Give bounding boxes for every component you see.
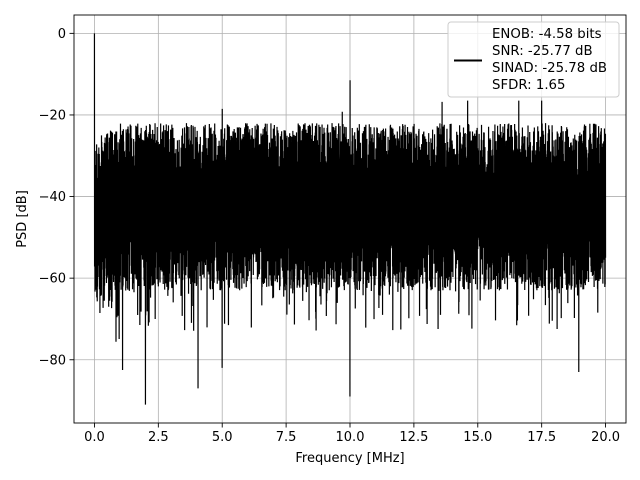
x-tick-label: 10.0: [336, 430, 365, 445]
psd-series-line: [93, 33, 607, 405]
legend-entry-sinad: SINAD: -25.78 dB: [492, 61, 607, 76]
y-axis-ticks: 0 −20 −40 −60 −80: [39, 27, 74, 368]
x-tick-label: 17.5: [527, 430, 556, 445]
y-tick-label: 0: [58, 27, 66, 42]
y-tick-label: −20: [39, 108, 66, 123]
legend-box: [447, 21, 620, 98]
y-tick-label: −40: [39, 190, 66, 205]
legend-entry-sfdr: SFDR: 1.65: [492, 78, 565, 93]
x-tick-label: 12.5: [399, 430, 428, 445]
x-tick-label: 15.0: [463, 430, 492, 445]
legend: ENOB: -4.58 bits SNR: -25.77 dB SINAD: -…: [447, 21, 620, 98]
x-tick-label: 7.5: [276, 430, 297, 445]
plot-area: [93, 33, 607, 405]
y-tick-label: −60: [39, 272, 66, 287]
y-tick-label: −80: [39, 353, 66, 368]
x-tick-label: 0.0: [84, 430, 105, 445]
x-tick-label: 2.5: [148, 430, 169, 445]
x-tick-label: 20.0: [591, 430, 620, 445]
legend-entry-snr: SNR: -25.77 dB: [492, 44, 593, 59]
x-tick-label: 5.0: [212, 430, 233, 445]
legend-entry-enob: ENOB: -4.58 bits: [492, 27, 602, 42]
y-axis-label: PSD [dB]: [15, 190, 30, 248]
x-axis-ticks: 0.0 2.5 5.0 7.5 10.0 12.5 15.0 17.5 20.0: [84, 423, 620, 445]
x-axis-label: Frequency [MHz]: [295, 451, 404, 466]
